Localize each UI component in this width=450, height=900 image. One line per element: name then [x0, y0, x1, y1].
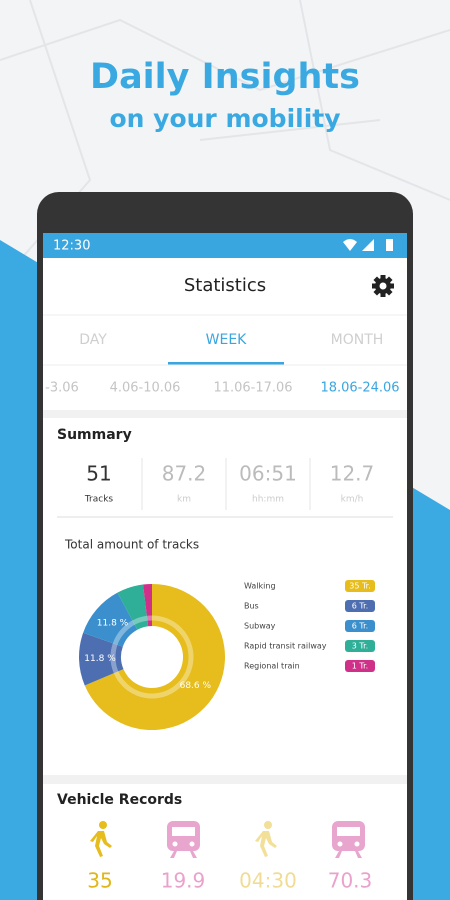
- status-time: 12:30: [53, 239, 90, 254]
- summary-stats: 51 Tracks 87.2 km 06:51 hh:mm 12.7 km/h: [84, 458, 374, 510]
- stat-label: hh:mm: [252, 495, 284, 505]
- slice-label: 68.6 %: [180, 681, 212, 691]
- stat-label: Tracks: [84, 495, 114, 505]
- phone-screen: [43, 233, 407, 900]
- date-range-active[interactable]: 18.06-24.06: [320, 381, 399, 396]
- settings-icon[interactable]: [372, 275, 394, 297]
- record-value: 70.3: [328, 869, 373, 893]
- stat-value: 06:51: [239, 462, 297, 486]
- tab[interactable]: MONTH: [331, 332, 384, 348]
- record-value: 19.9: [161, 869, 206, 893]
- status-icons: [343, 239, 393, 251]
- legend-label: Walking: [244, 582, 276, 591]
- legend-value: 3 Tr.: [352, 642, 368, 651]
- stat-label: km/h: [341, 495, 364, 505]
- map-lines: [0, 0, 450, 261]
- walk-icon: [255, 821, 277, 857]
- legend: Walking 35 Tr. Bus 6 Tr. Subway 6 Tr. Rapid tr…: [244, 580, 375, 672]
- record-value: 04:30: [239, 869, 297, 893]
- walk-icon: [90, 821, 112, 857]
- promo-title: Daily Insights: [90, 57, 360, 97]
- donut-inner-ring: [110, 615, 194, 699]
- legend-badge: [345, 640, 375, 652]
- legend-badge: [345, 580, 375, 592]
- date-range[interactable]: 4.06-10.06: [110, 381, 181, 396]
- app-title: Statistics: [184, 275, 266, 296]
- donut-title: Total amount of tracks: [64, 538, 199, 552]
- date-range[interactable]: 11.06-17.06: [213, 381, 292, 396]
- donut-chart: 68.6 % 11.8 % 11.8 %: [79, 584, 225, 730]
- donut-slice: [84, 584, 225, 730]
- legend-label: Rapid transit railway: [244, 642, 327, 651]
- donut-slice: [83, 592, 138, 647]
- legend-value: 6 Tr.: [352, 622, 368, 631]
- donut-slice: [117, 584, 149, 630]
- slice-label: 11.8 %: [97, 619, 129, 629]
- legend-badge: [345, 660, 375, 672]
- legend-label: Subway: [244, 622, 276, 631]
- donut-slice: [79, 632, 124, 686]
- donut-slice: [143, 584, 152, 627]
- legend-value: 1 Tr.: [352, 662, 368, 671]
- legend-label: Bus: [244, 602, 259, 611]
- tab-indicator: [168, 362, 284, 365]
- train-icon: [332, 821, 365, 858]
- tab-active[interactable]: WEEK: [206, 332, 248, 348]
- stat-value: 12.7: [330, 462, 375, 486]
- date-range[interactable]: -3.06: [45, 381, 79, 396]
- section-gap: [43, 410, 407, 418]
- legend-label: Regional train: [244, 662, 300, 671]
- section-gap: [43, 775, 407, 784]
- stat-value: 87.2: [162, 462, 207, 486]
- stat-label: km: [177, 495, 191, 505]
- summary-title: Summary: [57, 427, 132, 443]
- legend-value: 35 Tr.: [349, 582, 371, 591]
- promo-subtitle: on your mobility: [109, 104, 340, 133]
- train-icon: [167, 821, 200, 858]
- record-value: 35: [87, 869, 112, 893]
- stat-value: 51: [86, 462, 111, 486]
- slice-label: 11.8 %: [84, 654, 116, 664]
- vehicle-records-title: Vehicle Records: [57, 792, 182, 808]
- legend-badge: [345, 600, 375, 612]
- legend-badge: [345, 620, 375, 632]
- legend-value: 6 Tr.: [352, 602, 368, 611]
- tab[interactable]: DAY: [79, 332, 107, 348]
